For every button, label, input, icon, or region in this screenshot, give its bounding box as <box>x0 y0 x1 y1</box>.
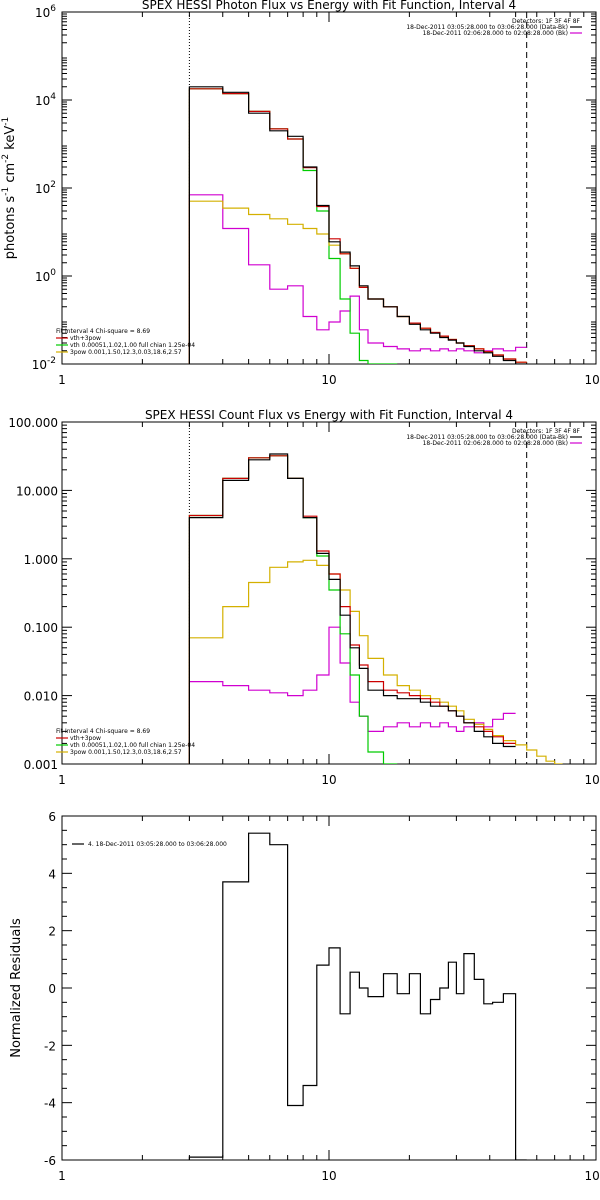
y-axis-label-sup: -2 <box>1 154 11 163</box>
chart-title: SPEX HESSI Photon Flux vs Energy with Fi… <box>142 0 516 12</box>
y-tick-label: 4 <box>48 867 56 881</box>
y-axis-label-part: cm <box>3 163 18 187</box>
series-line-bk <box>188 626 516 764</box>
y-tick-exponent: 0 <box>50 268 56 278</box>
x-tick-label: 1 <box>58 1169 66 1183</box>
y-axis-label-sup: -1 <box>1 117 11 126</box>
x-tick-label: 1 <box>58 373 66 387</box>
fit-legend-entry-label: vth+3pow <box>70 335 101 342</box>
photon-flux-panel: SPEX HESSI Photon Flux vs Energy with Fi… <box>1 0 600 387</box>
y-tick-label: 6 <box>48 810 56 824</box>
y-tick-label: 1.000 <box>24 553 58 567</box>
fit-legend-header: Fit Interval 4 Chi-square = 8.69 <box>56 728 150 735</box>
y-tick-exponent: 4 <box>50 92 56 102</box>
fit-legend-entry-label: 3pow 0.001,1.50,12.3,0.03,18.6,2.57 <box>70 349 182 356</box>
series-line-vth-3pow <box>188 88 527 364</box>
x-tick-label: 100 <box>585 1169 600 1183</box>
y-tick-label: 2 <box>48 925 56 939</box>
y-tick-label: 0.010 <box>24 690 58 704</box>
y-tick-label: -4 <box>44 1097 56 1111</box>
y-tick-label: 10-2 <box>32 356 56 372</box>
series-group <box>188 453 563 764</box>
y-tick-label: 0.100 <box>24 621 58 635</box>
y-tick-mantissa: 10 <box>35 6 50 20</box>
y-tick-label: 106 <box>35 4 56 20</box>
y-tick-label: 10.000 <box>16 484 58 498</box>
legend-entry-label: 18-Dec-2011 02:06:28.000 to 02:08:28.000… <box>423 30 568 37</box>
series-line-vth-3pow <box>188 455 516 764</box>
y-axis-label-part: keV <box>3 126 18 154</box>
y-tick-label: 102 <box>35 180 56 196</box>
series-line-data-bk <box>188 86 527 364</box>
fit-legend-entry-label: vth 0.00051,1.02,1.00 full chian 1.25e-0… <box>70 342 195 349</box>
y-tick-exponent: 6 <box>50 4 56 14</box>
series-line-data-bk <box>188 453 516 764</box>
y-axis-label-sup: -1 <box>1 187 11 196</box>
y-tick-label: -2 <box>44 1039 56 1053</box>
legend-entry-label: 18-Dec-2011 02:06:28.000 to 02:08:28.000… <box>423 440 568 447</box>
series-line-vth <box>188 88 398 364</box>
y-tick-label: 0.001 <box>24 758 58 772</box>
series-line-residuals <box>188 832 527 1160</box>
chart-title: SPEX HESSI Count Flux vs Energy with Fit… <box>145 408 513 422</box>
legend-entry-label: 18-Dec-2011 03:05:28.000 to 03:06:28.000… <box>406 434 568 441</box>
y-tick-exponent: 2 <box>50 180 56 190</box>
x-tick-label: 100 <box>585 373 600 387</box>
fit-legend-entry-label: 3pow 0.001,1.50,12.3,0.03,18.6,2.57 <box>70 749 182 756</box>
y-tick-mantissa: 10 <box>32 358 47 372</box>
legend-entry-label: 18-Dec-2011 03:05:28.000 to 03:06:28.000… <box>406 24 568 31</box>
x-tick-label: 10 <box>321 773 336 787</box>
y-tick-exponent: -2 <box>47 356 56 366</box>
x-tick-label: 10 <box>321 1169 336 1183</box>
series-line-vth <box>188 455 398 764</box>
plot-frame <box>61 421 597 765</box>
fit-legend-entry-label: vth 0.00051,1.02,1.00 full chian 1.25e-0… <box>70 742 195 749</box>
series-line-bk <box>188 194 527 364</box>
y-tick-mantissa: 10 <box>35 94 50 108</box>
count-flux-panel: SPEX HESSI Count Flux vs Energy with Fit… <box>8 408 600 787</box>
x-tick-label: 1 <box>58 773 66 787</box>
y-axis-label: photons s-1 cm-2 keV-1 <box>1 117 18 259</box>
y-tick-label: 100.000 <box>8 416 58 430</box>
x-tick-label: 100 <box>585 773 600 787</box>
series-group <box>188 832 527 1160</box>
y-tick-label: 104 <box>35 92 56 108</box>
legend-title: Detectors: 1F 3F 4F 8F <box>512 428 581 435</box>
fit-legend-header: Fit Interval 4 Chi-square = 8.69 <box>56 328 150 335</box>
plot-frame <box>61 11 597 365</box>
fit-legend-entry-label: vth+3pow <box>70 735 101 742</box>
series-line-3pow <box>188 559 563 764</box>
y-axis-label: Normalized Residuals <box>9 918 24 1058</box>
y-tick-mantissa: 10 <box>35 270 50 284</box>
y-tick-label: 0 <box>48 982 56 996</box>
y-tick-mantissa: 10 <box>35 182 50 196</box>
y-tick-label: 100 <box>35 268 56 284</box>
legend-title: Detectors: 1F 3F 4F 8F <box>512 18 581 25</box>
y-axis-label-part: photons s <box>3 196 18 260</box>
y-tick-label: -6 <box>44 1154 56 1168</box>
residuals-panel: 1 10 100 -6 -4 -2 0 2 4 6 Normalized Residuals 4. 1… <box>9 810 600 1183</box>
legend-entry-label: 4. 18-Dec-2011 03:05:28.000 to 03:06:28.… <box>88 841 227 848</box>
series-group <box>188 86 527 364</box>
series-line-3pow <box>188 200 527 364</box>
x-tick-label: 10 <box>321 373 336 387</box>
